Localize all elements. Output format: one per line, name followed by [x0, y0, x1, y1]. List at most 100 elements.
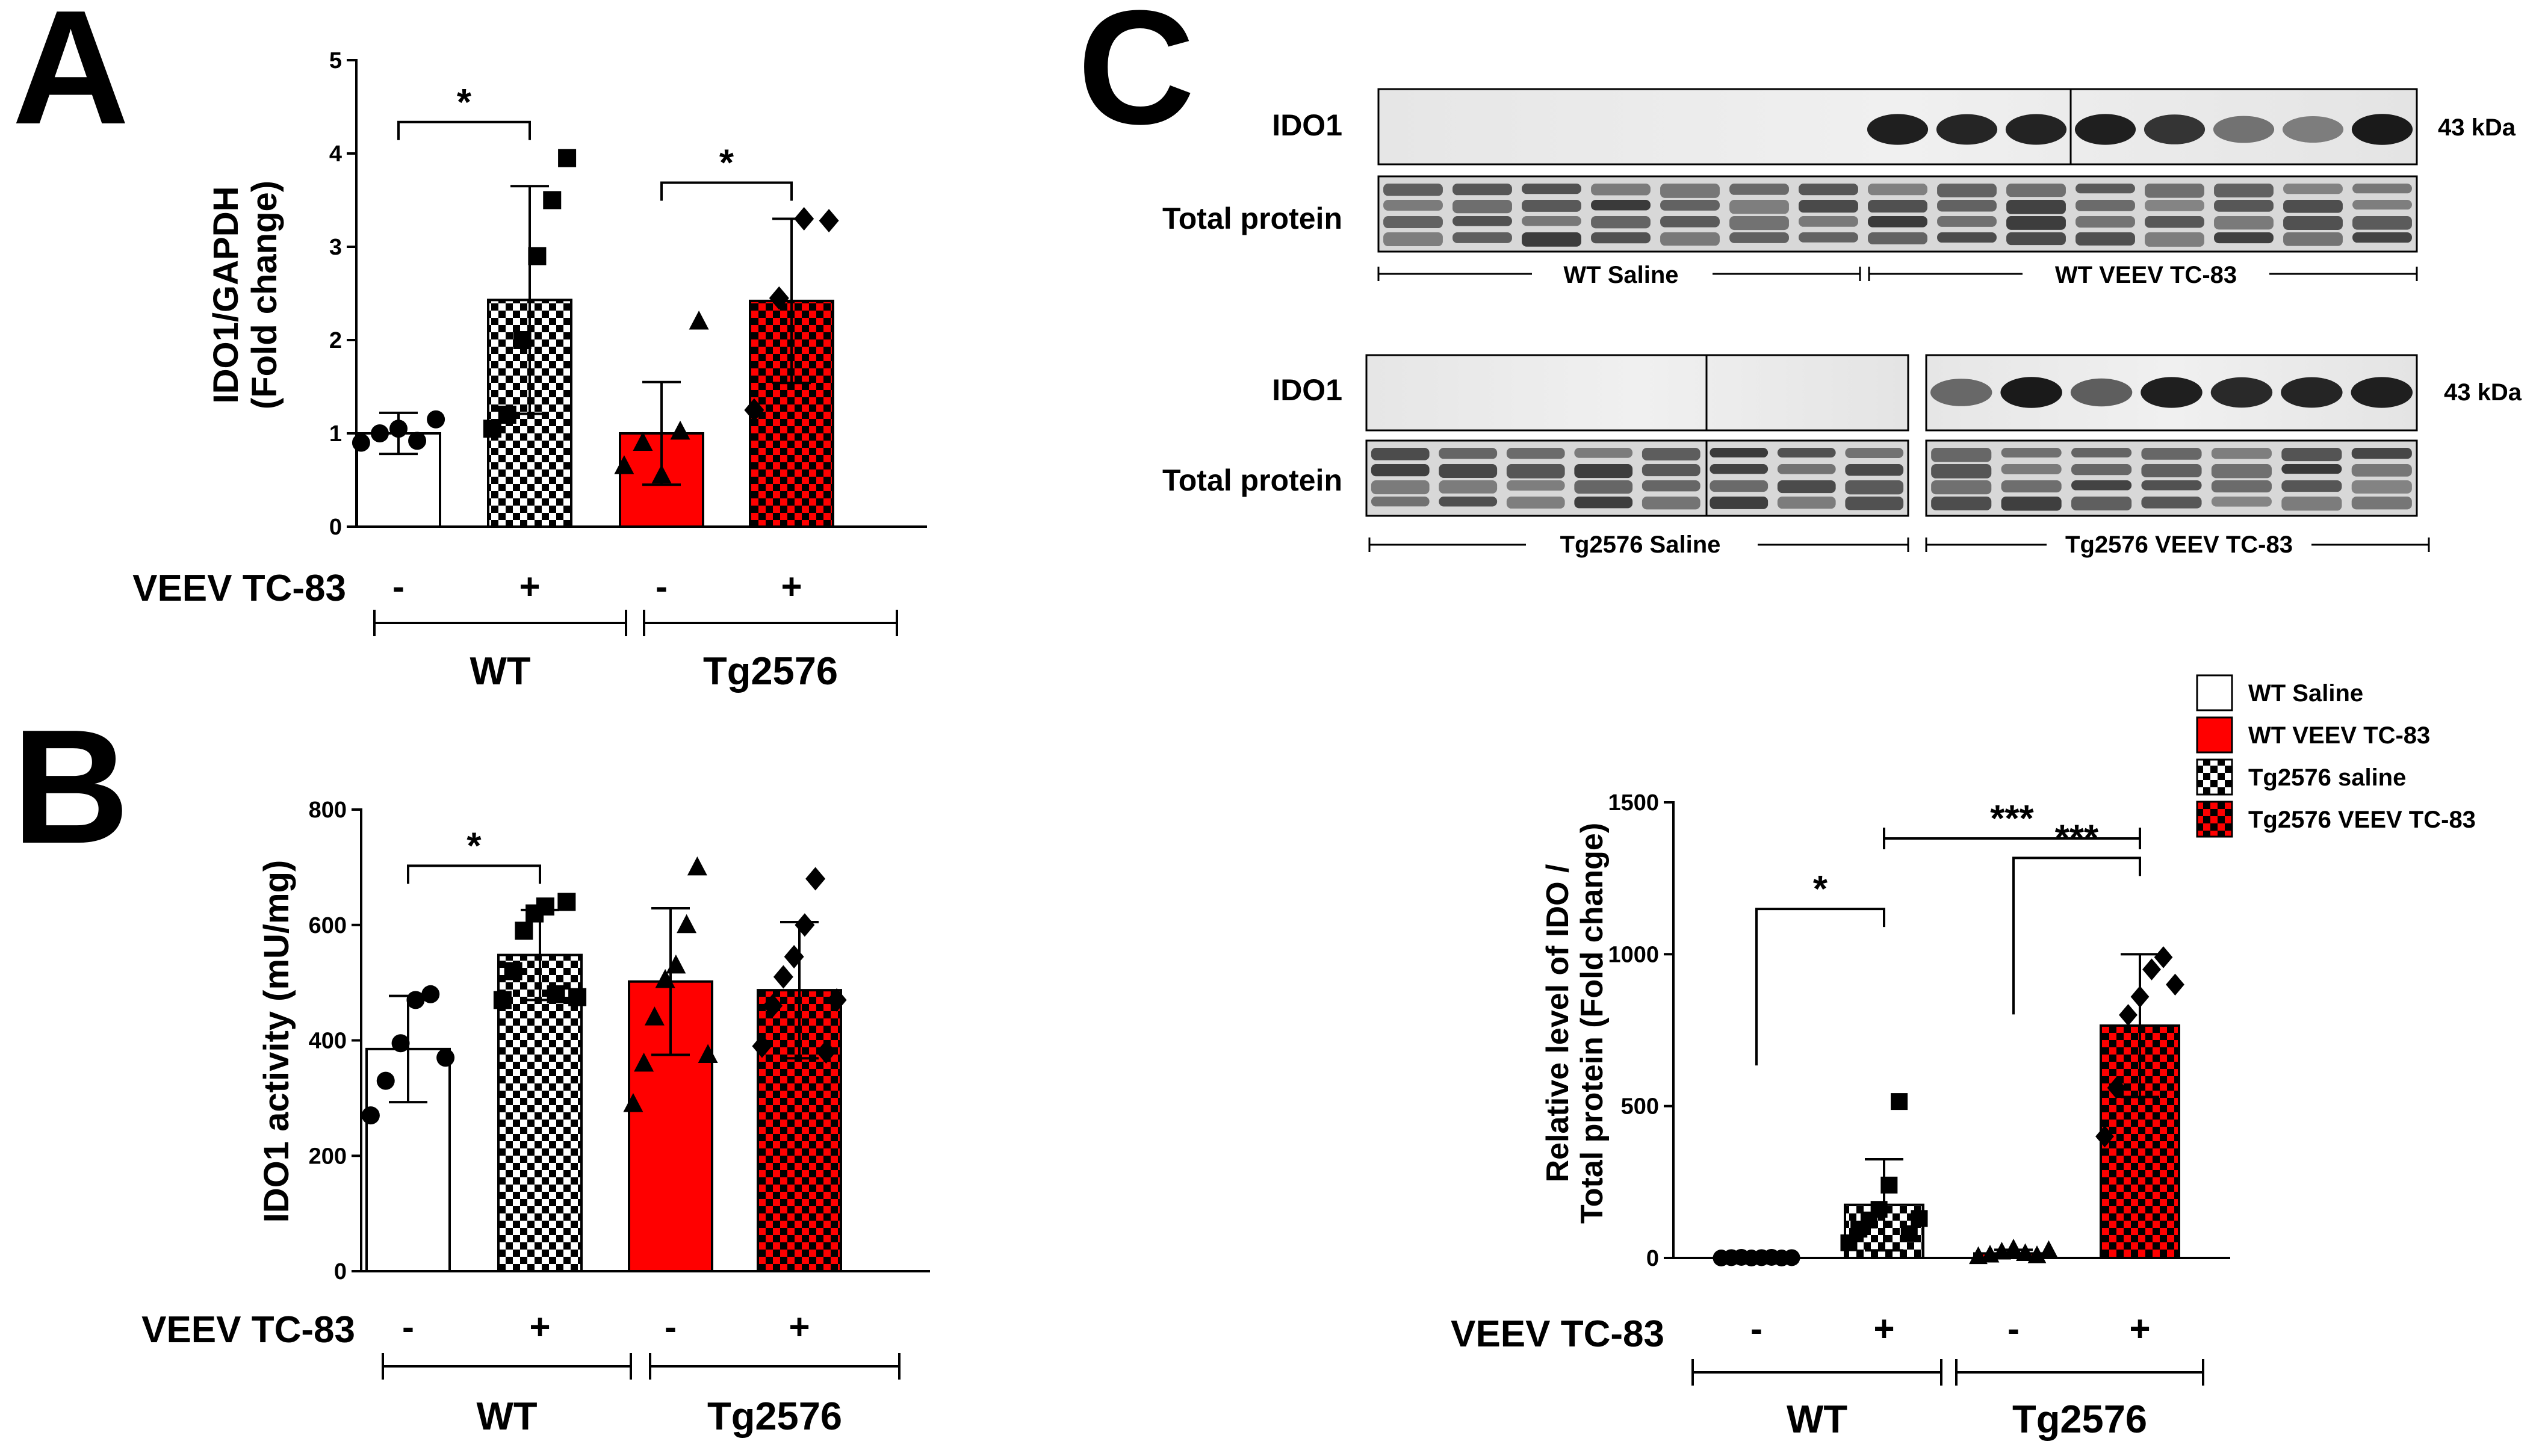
chart-c-genotype-label: Tg2576 — [2012, 1397, 2147, 1441]
chart-c-point-wt-saline — [1783, 1249, 1800, 1266]
chart-c-point-tg-saline — [2039, 1240, 2058, 1258]
blot2-total-protein-lane — [1371, 448, 1430, 460]
blot2-ido1-band — [2141, 377, 2203, 408]
chart-b-treatment-sign: - — [665, 1307, 677, 1347]
chart-b-point-tg-veev — [826, 988, 847, 1012]
blot1-total-protein-lane — [1522, 184, 1581, 194]
panel-letter-b: B — [12, 696, 129, 878]
blot2-total-protein-lane — [1506, 464, 1565, 479]
chart-b-bar-tg-veev — [757, 989, 842, 1272]
blot2-ido1-label: IDO1 — [1272, 373, 1342, 407]
chart-b-treatment-sign: + — [529, 1307, 550, 1347]
blot1-total-protein-lane — [2214, 200, 2274, 212]
chart-a-ytick-label: 2 — [329, 328, 342, 353]
chart-b-treatment-label: VEEV TC-83 — [141, 1309, 355, 1351]
blot2-total-protein-lane — [1439, 497, 1498, 507]
legend-swatch-wt-veev — [2196, 716, 2233, 754]
chart-b-point-tg-veev — [763, 994, 783, 1018]
chart-c-point-wt-veev — [1911, 1210, 1928, 1227]
blot2-total-protein-lane — [1845, 497, 1904, 510]
blot1-total-protein-lane — [2214, 232, 2274, 244]
blot2-total-protein-lane — [2281, 464, 2342, 474]
blot2-total-protein-lane — [1371, 464, 1430, 477]
blot1-total-protein-lane — [2214, 184, 2274, 197]
blot1-total-protein-lane — [1452, 184, 1512, 196]
blot1-total-protein-lane — [1383, 216, 1443, 229]
blot1-total-protein-lane — [2283, 232, 2343, 246]
chart-c-point-wt-veev — [1900, 1225, 1918, 1242]
chart-a-point-tg-veev — [819, 209, 839, 233]
blot1-total-protein-lane — [1452, 232, 1512, 243]
chart-b-ylabel: IDO1 activity (mU/mg) — [257, 860, 296, 1223]
chart-c-treatment-label: VEEV TC-83 — [1451, 1313, 1664, 1355]
blot2-total-protein-lane — [1506, 497, 1565, 509]
chart-a-point-tg-saline — [614, 455, 634, 474]
blot1-total-protein-lane — [1383, 200, 1443, 211]
blot2-total-protein-lane — [2071, 448, 2132, 458]
chart-b-ytick-label: 0 — [334, 1259, 347, 1284]
blot1-total-protein-lane — [1729, 232, 1789, 243]
chart-a-point-wt-veev — [543, 191, 562, 209]
blot2-total-protein-lane — [1439, 480, 1498, 494]
chart-c-point-tg-saline — [2016, 1243, 2035, 1262]
chart-c-point-tg-veev — [2119, 1004, 2138, 1026]
chart-b-point-wt-saline — [391, 1034, 410, 1053]
blot1-total-protein-lane — [2145, 200, 2204, 211]
blot1-total-protein-lane — [2352, 200, 2412, 210]
chart-c-sig-label: *** — [1990, 798, 2034, 840]
chart-c-ytick-label: 500 — [1621, 1094, 1659, 1120]
chart-a-genotype-label: WT — [470, 649, 530, 693]
chart-c-point-wt-veev — [1891, 1093, 1908, 1111]
blot2-total-protein-lane — [2071, 464, 2132, 476]
blot2-ido1-band — [2000, 377, 2062, 408]
blot2-total-protein-lane — [2001, 480, 2062, 493]
legend-label-wt-saline: WT Saline — [2248, 680, 2363, 707]
chart-b-point-tg-saline — [644, 1006, 665, 1026]
blot1-group-wt-veev: WT VEEV TC-83 — [2055, 262, 2237, 288]
blot2-total-protein-lane — [1574, 448, 1633, 458]
chart-b-point-wt-veev — [536, 897, 554, 916]
chart-a-point-tg-saline — [651, 464, 672, 484]
chart-a-point-tg-veev — [744, 398, 764, 422]
blot2-total-protein-lane — [2141, 464, 2202, 477]
blot1-total-protein-lane — [2145, 184, 2204, 198]
blot1-total-protein-lane — [1868, 232, 1927, 244]
chart-b-point-tg-veev — [784, 944, 804, 968]
blot1-total-protein-lane — [1452, 216, 1512, 226]
blot2-total-protein-lane — [1371, 497, 1430, 507]
chart-b-point-tg-saline — [687, 856, 707, 876]
blot1-total-protein-lane — [1799, 232, 1858, 243]
legend-swatch-wt-saline — [2196, 674, 2233, 711]
blot2-total-protein-lane — [2351, 480, 2412, 494]
legend-label-tg-saline: Tg2576 saline — [2248, 764, 2406, 791]
blot2-total-protein-lane — [2281, 480, 2342, 492]
blot2-total-protein-lane — [1506, 480, 1565, 491]
blot2-total-protein-lane — [1931, 480, 1992, 495]
blot2-total-protein-lane — [1777, 464, 1836, 474]
blot1-total-protein-lane — [1660, 184, 1720, 198]
panel-letter-c: C — [1077, 0, 1195, 158]
blot1-kda-label: 43 kDa — [2438, 114, 2516, 141]
chart-c-sig-label: * — [1813, 869, 1828, 910]
blot2-total-protein-lane — [2001, 448, 2062, 458]
blot1-ido1-band — [2213, 116, 2275, 143]
chart-a-sig-label: * — [457, 82, 472, 123]
blot1-total-protein-lane — [1937, 200, 1997, 212]
blot2-total-protein-lane — [1574, 464, 1633, 479]
blot1-total-protein-lane — [1591, 232, 1651, 244]
chart-a-sig-bracket — [660, 181, 793, 201]
western-blot-tg2576: IDO1 Total protein 43 kDa Tg2576 Saline … — [1162, 354, 2522, 558]
blot1-total-protein-lane — [1660, 232, 1720, 246]
chart-a-treatment-sign: + — [781, 566, 802, 607]
chart-b-point-tg-veev — [795, 913, 815, 937]
blot1-total-protein-lane — [2006, 200, 2066, 214]
blot1-total-protein-lane — [2145, 232, 2204, 247]
chart-a-treatment-sign: - — [656, 566, 668, 607]
chart-a-point-wt-saline — [370, 424, 389, 442]
chart-b-point-wt-veev — [493, 991, 512, 1009]
chart-b-genotype-label: Tg2576 — [707, 1394, 842, 1438]
chart-b-point-tg-saline — [677, 914, 697, 934]
blot1-total-protein-lane — [1799, 216, 1858, 227]
blot2-total-protein-lane — [2351, 448, 2412, 459]
chart-b-genotype-label: WT — [476, 1394, 537, 1438]
